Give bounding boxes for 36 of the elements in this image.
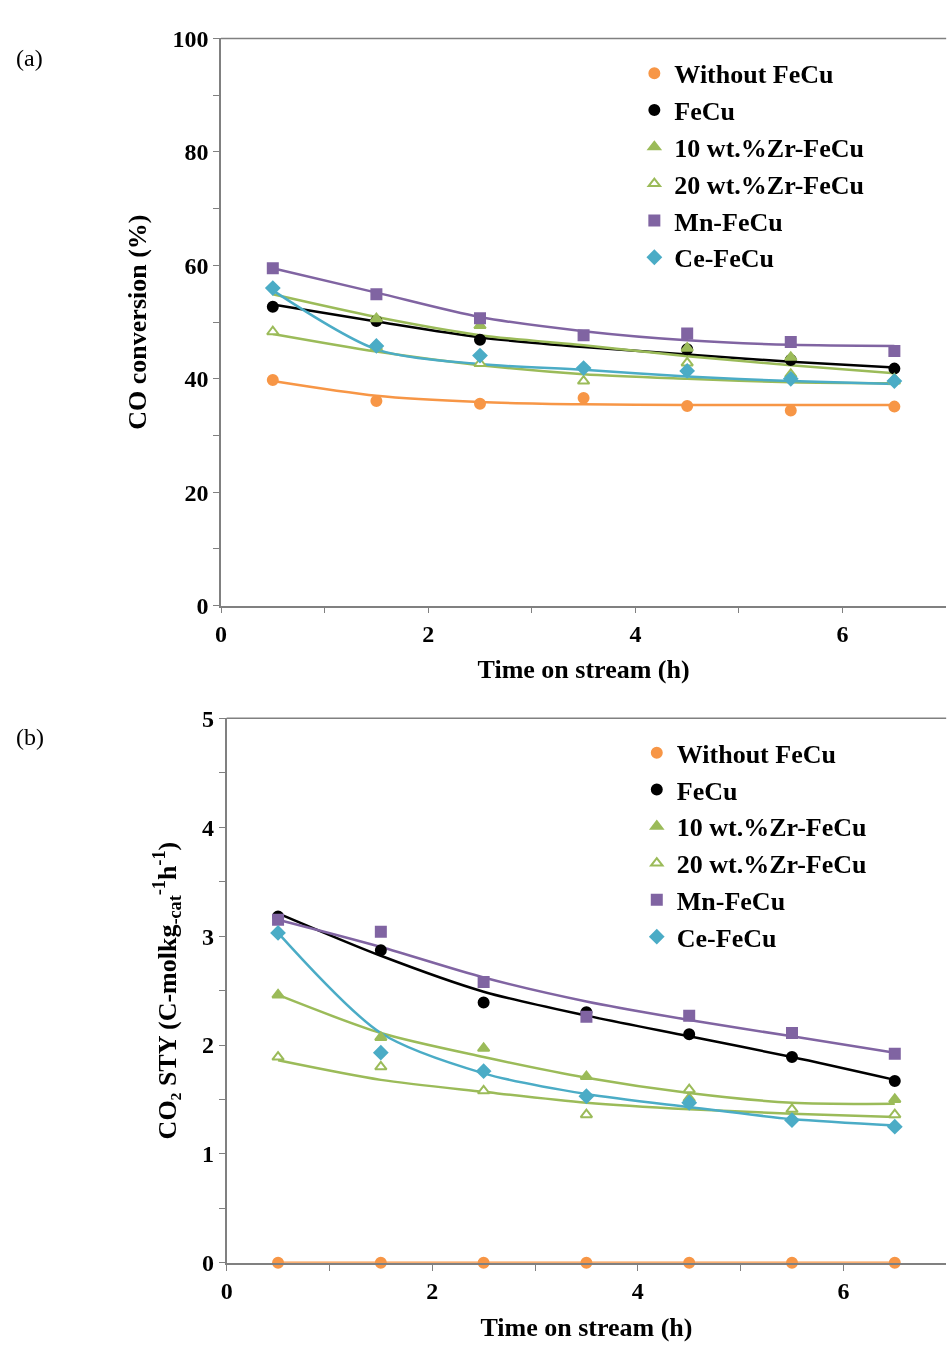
y-tick-label: 20: [184, 479, 209, 506]
legend-label: Without FeCu: [676, 739, 836, 769]
y-tick-label: 0: [196, 593, 209, 620]
y-axis-title: CO conversion (%): [123, 214, 153, 430]
y-tick-label: 2: [202, 1032, 215, 1059]
legend-label: 20 wt.%Zr-FeCu: [676, 850, 867, 880]
legend-label: Without FeCu: [674, 60, 834, 90]
x-tick-label: 4: [629, 621, 642, 648]
x-tick-label: 6: [837, 1278, 850, 1305]
x-axis-title: Time on stream (h): [480, 1312, 693, 1342]
y-tick-label: 40: [184, 366, 209, 393]
y-tick-label: 100: [172, 25, 209, 52]
legend-label: Mn-FeCu: [674, 207, 783, 237]
legend-label: Mn-FeCu: [676, 886, 786, 916]
y-tick-label: 60: [184, 252, 209, 279]
text: (a): [16, 45, 43, 71]
x-tick-label: 0: [220, 1278, 233, 1305]
legend-label: Ce-FeCu: [674, 244, 774, 274]
text: (b): [16, 724, 44, 750]
x-tick-label: 4: [631, 1278, 644, 1305]
legend-label: 10 wt.%Zr-FeCu: [674, 133, 865, 163]
x-axis-title: Time on stream (h): [477, 655, 690, 685]
legend-label: FeCu: [676, 776, 738, 806]
y-tick-label: 5: [202, 705, 215, 732]
y-tick-label: 4: [202, 814, 215, 841]
legend-label: FeCu: [674, 97, 736, 127]
legend-label: 20 wt.%Zr-FeCu: [674, 170, 865, 200]
y-tick-label: 0: [202, 1250, 215, 1277]
y-tick-label: 3: [202, 923, 215, 950]
legend-label: 10 wt.%Zr-FeCu: [676, 813, 867, 843]
y-tick-label: 80: [184, 139, 209, 166]
y-tick-label: 1: [202, 1141, 215, 1168]
x-tick-label: 6: [836, 621, 849, 648]
legend-label: Ce-FeCu: [676, 923, 777, 953]
x-tick-label: 2: [422, 621, 435, 648]
x-tick-label: 2: [426, 1278, 439, 1305]
